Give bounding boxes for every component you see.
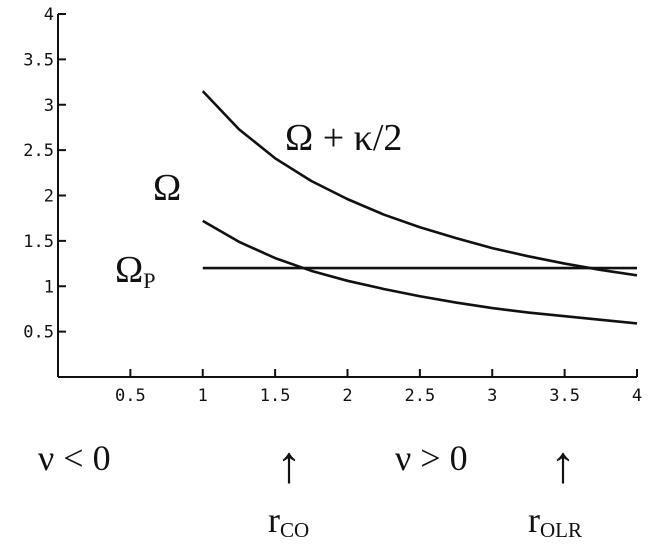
y-tick-label: 2	[44, 187, 54, 207]
nu-negative-label: ν < 0	[38, 438, 111, 478]
label-omega-p-subscript: P	[143, 268, 155, 293]
y-tick-label: 2.5	[23, 141, 54, 161]
r-co-subscript: CO	[280, 518, 309, 542]
y-tick-label: 1.5	[23, 232, 54, 252]
y-tick-label: 3.5	[23, 50, 54, 70]
label-omega-plus-kappa: Ω + κ/2	[285, 117, 402, 159]
annotations: ν < 0 ν > 0 ↑ ↑ rCO rOLR	[38, 437, 582, 542]
series-lines	[201, 90, 638, 325]
tick-labels: 0.5 1 1.5 2 2.5 3 3.5 4 0.5 1 1.5 2 2.5 3 3.5 4	[23, 5, 642, 406]
x-tick-label: 2.5	[405, 386, 436, 406]
x-tick-label: 0.5	[115, 386, 146, 406]
x-tick-label: 4	[632, 386, 642, 406]
label-omega: Ω	[153, 167, 181, 209]
x-tick-label: 1.5	[260, 386, 291, 406]
series-omega-plus-kappa-line	[201, 90, 638, 277]
curve-labels: Ω + κ/2 Ω ΩP	[115, 117, 402, 293]
y-tick-label: 4	[44, 5, 54, 25]
axes	[57, 14, 637, 378]
r-olr-arrow: ↑	[550, 437, 576, 494]
r-co-label: rCO	[268, 500, 309, 542]
r-olr-subscript: OLR	[540, 518, 582, 542]
ticks	[58, 13, 638, 377]
r-co-arrow: ↑	[276, 437, 302, 494]
series-omega-line	[202, 219, 638, 325]
r-olr-main: r	[528, 500, 540, 540]
y-tick-label: 0.5	[23, 323, 54, 343]
r-co-main: r	[268, 500, 280, 540]
x-tick-label: 3.5	[549, 386, 580, 406]
x-tick-label: 1	[198, 386, 208, 406]
x-tick-label: 3	[487, 386, 497, 406]
nu-positive-label: ν > 0	[395, 438, 468, 478]
y-tick-label: 3	[44, 96, 54, 116]
label-omega-p: ΩP	[115, 249, 156, 293]
x-tick-label: 2	[342, 386, 352, 406]
label-omega-p-main: Ω	[115, 249, 143, 291]
r-olr-label: rOLR	[528, 500, 582, 542]
y-tick-label: 1	[44, 277, 54, 297]
